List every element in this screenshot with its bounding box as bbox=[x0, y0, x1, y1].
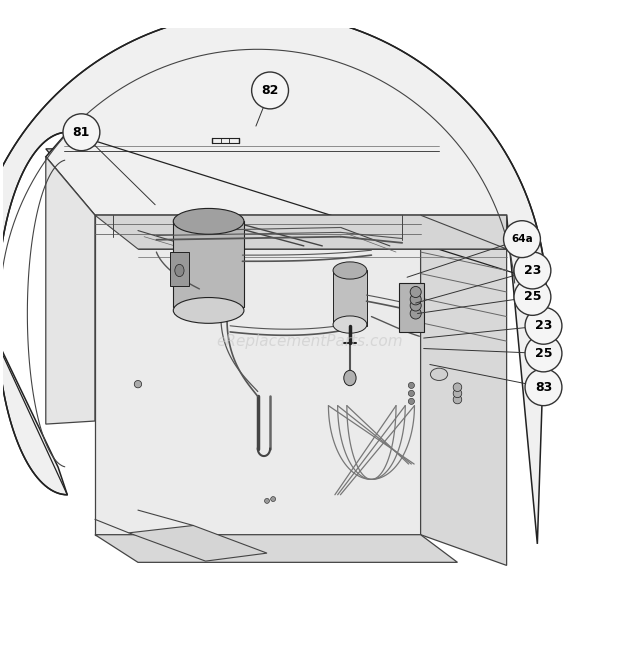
Circle shape bbox=[453, 383, 462, 391]
Polygon shape bbox=[170, 252, 188, 286]
Polygon shape bbox=[420, 215, 507, 565]
Ellipse shape bbox=[344, 371, 356, 386]
Polygon shape bbox=[46, 157, 507, 215]
Circle shape bbox=[514, 279, 551, 316]
Polygon shape bbox=[0, 13, 546, 544]
Polygon shape bbox=[95, 215, 507, 249]
Circle shape bbox=[409, 391, 414, 397]
Text: eReplacementParts.com: eReplacementParts.com bbox=[216, 334, 404, 348]
Polygon shape bbox=[46, 157, 95, 424]
Circle shape bbox=[514, 252, 551, 289]
Text: 81: 81 bbox=[73, 126, 90, 139]
Text: 25: 25 bbox=[534, 347, 552, 360]
Circle shape bbox=[453, 395, 462, 404]
Circle shape bbox=[410, 300, 421, 311]
Circle shape bbox=[135, 381, 141, 388]
Text: 23: 23 bbox=[535, 320, 552, 332]
Text: 23: 23 bbox=[524, 264, 541, 277]
Circle shape bbox=[271, 496, 276, 502]
Polygon shape bbox=[333, 271, 367, 326]
Polygon shape bbox=[129, 525, 267, 561]
Circle shape bbox=[265, 498, 270, 503]
Ellipse shape bbox=[173, 297, 244, 324]
Circle shape bbox=[525, 369, 562, 405]
Circle shape bbox=[409, 398, 414, 405]
Polygon shape bbox=[173, 221, 244, 308]
Circle shape bbox=[453, 389, 462, 398]
Circle shape bbox=[410, 287, 421, 297]
Circle shape bbox=[525, 308, 562, 344]
Circle shape bbox=[409, 383, 414, 389]
Ellipse shape bbox=[430, 369, 448, 381]
Text: 25: 25 bbox=[524, 290, 541, 304]
Circle shape bbox=[525, 335, 562, 372]
Text: 82: 82 bbox=[262, 84, 279, 97]
Text: 64a: 64a bbox=[511, 234, 533, 244]
Text: 83: 83 bbox=[535, 381, 552, 394]
Polygon shape bbox=[46, 149, 507, 207]
Ellipse shape bbox=[333, 316, 367, 333]
Circle shape bbox=[63, 114, 100, 151]
Polygon shape bbox=[95, 215, 420, 535]
Circle shape bbox=[410, 294, 421, 305]
Polygon shape bbox=[399, 283, 423, 332]
Circle shape bbox=[410, 308, 421, 319]
Ellipse shape bbox=[175, 226, 193, 233]
Polygon shape bbox=[95, 535, 458, 562]
Circle shape bbox=[503, 220, 541, 257]
Ellipse shape bbox=[333, 262, 367, 279]
Circle shape bbox=[252, 72, 288, 109]
Ellipse shape bbox=[175, 265, 184, 277]
Ellipse shape bbox=[221, 226, 239, 233]
Ellipse shape bbox=[173, 208, 244, 234]
